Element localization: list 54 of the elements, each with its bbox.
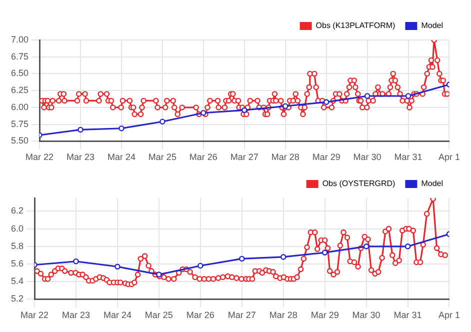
x-tick-label: Mar 26 bbox=[189, 152, 218, 162]
y-tick-label: 5.4 bbox=[10, 276, 24, 286]
x-tick-label: Mar 22 bbox=[26, 152, 54, 162]
point bbox=[73, 258, 79, 264]
point bbox=[78, 126, 84, 133]
x-tick-label: Mar 31 bbox=[394, 152, 422, 162]
x-tick-label: Mar 25 bbox=[144, 310, 173, 320]
x-tick-label: Mar 26 bbox=[186, 310, 214, 320]
x-tick-label: Mar 29 bbox=[310, 310, 339, 320]
point bbox=[238, 256, 245, 262]
point bbox=[405, 93, 412, 99]
y-tick-label: 6.00 bbox=[10, 102, 29, 112]
legend-label: Obs (OYSTERGRD) bbox=[322, 179, 396, 188]
x-tick-label: Mar 22 bbox=[20, 310, 49, 320]
y-tick-label: 7.00 bbox=[10, 34, 29, 44]
point bbox=[241, 107, 248, 114]
point bbox=[323, 99, 330, 105]
y-tick-label: 5.50 bbox=[10, 136, 29, 146]
legend-label: Model bbox=[421, 179, 444, 188]
x-tick-label: Mar 24 bbox=[103, 310, 132, 320]
point bbox=[160, 118, 166, 125]
x-tick-label: Mar 30 bbox=[352, 310, 380, 320]
x-tick-label: Mar 27 bbox=[230, 152, 258, 162]
y-tick-label: 6.25 bbox=[10, 85, 29, 96]
legend-label: Model bbox=[421, 21, 444, 30]
legend-label: Obs (K13PLATFORM) bbox=[316, 21, 396, 30]
x-tick-label: Mar 25 bbox=[148, 152, 176, 162]
y-tick-label: 5.6 bbox=[10, 258, 24, 268]
x-tick-label: Mar 27 bbox=[228, 310, 256, 320]
point bbox=[114, 264, 120, 270]
x-tick-label: Mar 30 bbox=[353, 152, 382, 162]
point bbox=[280, 254, 286, 260]
x-tick-label: Mar 29 bbox=[312, 152, 340, 162]
x-tick-label: Mar 28 bbox=[271, 152, 300, 162]
x-tick-label: Apr 1 bbox=[438, 310, 460, 320]
point bbox=[363, 244, 370, 250]
y-tick-label: 5.2 bbox=[10, 294, 24, 304]
point bbox=[118, 125, 124, 132]
y-tick-label: 6.2 bbox=[10, 206, 24, 216]
y-tick-label: 6.50 bbox=[10, 68, 29, 78]
point bbox=[322, 250, 328, 256]
x-tick-label: Apr 1 bbox=[438, 152, 460, 162]
x-tick-label: Mar 28 bbox=[269, 310, 298, 320]
y-tick-label: 6.0 bbox=[10, 223, 24, 234]
x-tick-label: Mar 31 bbox=[394, 310, 422, 320]
point bbox=[364, 93, 370, 99]
point bbox=[198, 262, 204, 269]
y-tick-label: 5.75 bbox=[10, 118, 29, 129]
x-tick-label: Mar 23 bbox=[62, 310, 90, 320]
y-tick-label: 5.8 bbox=[10, 240, 24, 251]
point bbox=[404, 244, 411, 250]
y-tick-label: 6.75 bbox=[10, 51, 29, 62]
x-tick-label: Mar 24 bbox=[107, 152, 136, 162]
x-tick-label: Mar 23 bbox=[66, 152, 94, 162]
